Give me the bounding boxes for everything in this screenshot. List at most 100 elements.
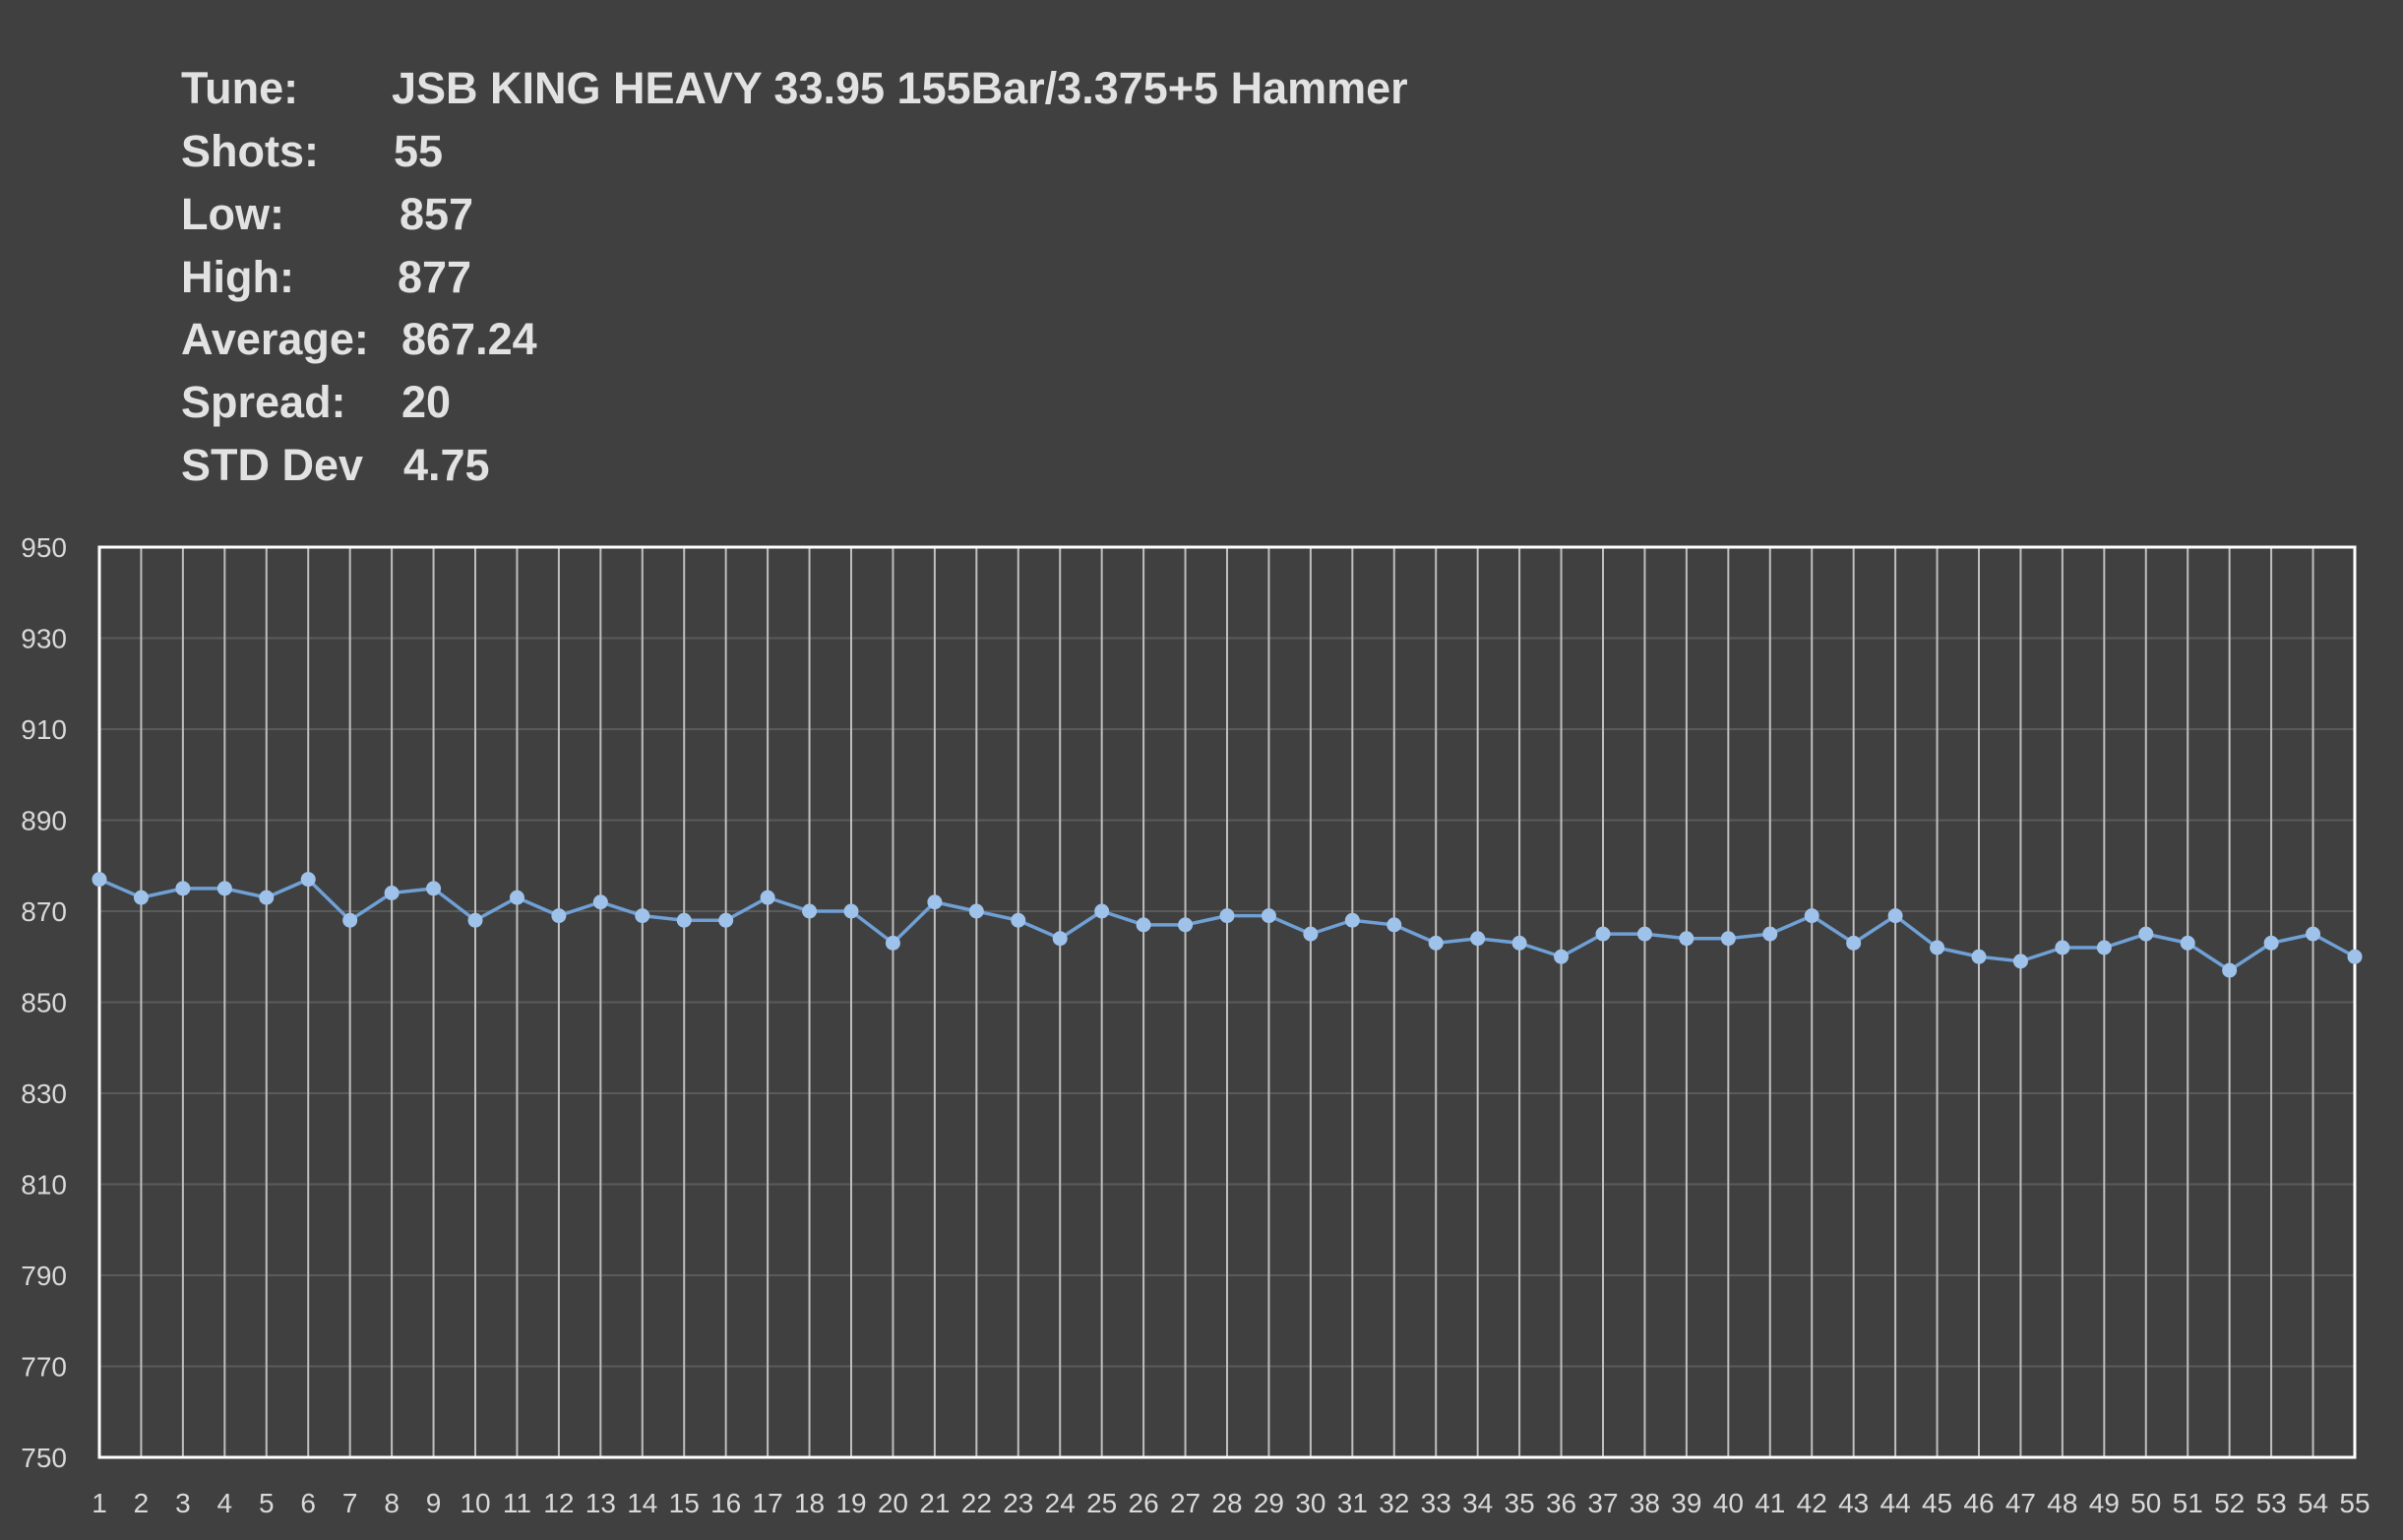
data-point: [300, 872, 316, 888]
vertical-gridlines: [140, 547, 2314, 1457]
data-point: [1428, 935, 1444, 951]
data-point: [1887, 908, 1903, 924]
y-tick-label: 830: [21, 1078, 67, 1109]
stat-value-low: 857: [400, 189, 474, 239]
x-tick-label: 42: [1797, 1488, 1827, 1518]
stat-value-tune: JSB KING HEAVY 33.95 155Bar/3.375+5 Hamm…: [392, 63, 1408, 113]
data-point: [1679, 931, 1694, 947]
data-point: [2306, 926, 2321, 942]
x-tick-label: 13: [585, 1488, 616, 1518]
x-tick-label: 35: [1505, 1488, 1535, 1518]
data-point: [1595, 926, 1611, 942]
data-point: [592, 894, 608, 910]
y-tick-label: 770: [21, 1352, 67, 1383]
x-tick-label: 37: [1587, 1488, 1618, 1518]
data-point: [1052, 931, 1068, 947]
x-tick-label: 43: [1838, 1488, 1869, 1518]
x-tick-label: 36: [1546, 1488, 1576, 1518]
x-tick-label: 28: [1211, 1488, 1242, 1518]
stats-panel: Tune: JSB KING HEAVY 33.95 155Bar/3.375+…: [0, 0, 2403, 531]
data-point: [259, 890, 275, 905]
x-tick-label: 44: [1880, 1488, 1911, 1518]
y-tick-label: 930: [21, 624, 67, 654]
data-point: [1136, 917, 1151, 933]
y-tick-label: 870: [21, 896, 67, 927]
x-tick-label: 15: [669, 1488, 700, 1518]
x-tick-label: 45: [1922, 1488, 1952, 1518]
data-point: [843, 903, 859, 919]
stat-value-shots: 55: [394, 126, 444, 176]
data-point: [635, 908, 650, 924]
x-tick-label: 50: [2130, 1488, 2161, 1518]
x-tick-label: 54: [2298, 1488, 2328, 1518]
x-tick-label: 31: [1337, 1488, 1368, 1518]
x-tick-label: 25: [1086, 1488, 1117, 1518]
series-markers: [92, 872, 2363, 978]
stat-label-std-dev: STD Dev: [181, 440, 364, 490]
x-tick-label: 23: [1003, 1488, 1033, 1518]
stat-value-average: 867.24: [401, 314, 537, 364]
data-point: [2138, 926, 2154, 942]
data-point: [1261, 908, 1276, 924]
x-tick-label: 26: [1129, 1488, 1159, 1518]
data-point: [175, 881, 191, 896]
y-tick-label: 810: [21, 1170, 67, 1201]
x-tick-label: 19: [835, 1488, 866, 1518]
x-tick-label: 48: [2047, 1488, 2077, 1518]
y-tick-label: 850: [21, 988, 67, 1018]
stat-label-tune: Tune:: [181, 63, 299, 113]
x-tick-label: 7: [342, 1488, 358, 1518]
data-point: [1762, 926, 1778, 942]
stat-label-average: Average:: [181, 314, 369, 364]
data-point: [1930, 940, 1945, 955]
x-axis-tick-labels: 1 2 3 4 5 6 7 8 9 10 11 12 13 14 15 16 17 18 19 20 21 22 23 24 2…: [92, 1488, 2370, 1518]
data-point: [1554, 949, 1570, 964]
data-point: [1470, 931, 1486, 947]
stat-label-shots: Shots:: [181, 126, 319, 176]
x-tick-label: 34: [1462, 1488, 1493, 1518]
y-tick-label: 950: [21, 532, 67, 563]
stat-value-std-dev: 4.75: [403, 440, 490, 490]
x-tick-label: 30: [1295, 1488, 1325, 1518]
data-point: [342, 912, 358, 928]
x-tick-label: 38: [1630, 1488, 1660, 1518]
data-point: [467, 912, 483, 928]
x-tick-label: 18: [794, 1488, 825, 1518]
x-tick-label: 21: [919, 1488, 950, 1518]
data-point: [1636, 926, 1652, 942]
data-point: [2263, 935, 2279, 951]
y-tick-label: 790: [21, 1261, 67, 1291]
data-point: [718, 912, 734, 928]
data-point: [927, 894, 943, 910]
stat-label-high: High:: [181, 252, 294, 302]
data-point: [133, 890, 149, 905]
stat-value-high: 877: [398, 252, 472, 302]
x-tick-label: 1: [92, 1488, 107, 1518]
x-tick-label: 14: [627, 1488, 657, 1518]
data-point: [426, 881, 442, 896]
data-point: [509, 890, 524, 905]
x-tick-label: 39: [1671, 1488, 1701, 1518]
data-point: [1219, 908, 1235, 924]
x-tick-label: 33: [1421, 1488, 1451, 1518]
x-tick-label: 9: [426, 1488, 442, 1518]
x-tick-label: 2: [134, 1488, 150, 1518]
x-tick-label: 12: [543, 1488, 574, 1518]
data-point: [551, 908, 567, 924]
x-tick-label: 5: [259, 1488, 275, 1518]
data-point: [1303, 926, 1319, 942]
data-point: [1971, 949, 1987, 964]
x-tick-label: 53: [2256, 1488, 2287, 1518]
data-point: [384, 886, 400, 900]
x-tick-label: 52: [2214, 1488, 2245, 1518]
x-tick-label: 46: [1963, 1488, 1994, 1518]
data-point: [1720, 931, 1736, 947]
data-point: [1386, 917, 1402, 933]
data-point: [1011, 912, 1026, 928]
x-tick-label: 55: [2339, 1488, 2370, 1518]
x-tick-label: 40: [1713, 1488, 1744, 1518]
data-point: [802, 903, 818, 919]
data-point: [92, 872, 107, 888]
data-point: [2222, 962, 2238, 978]
